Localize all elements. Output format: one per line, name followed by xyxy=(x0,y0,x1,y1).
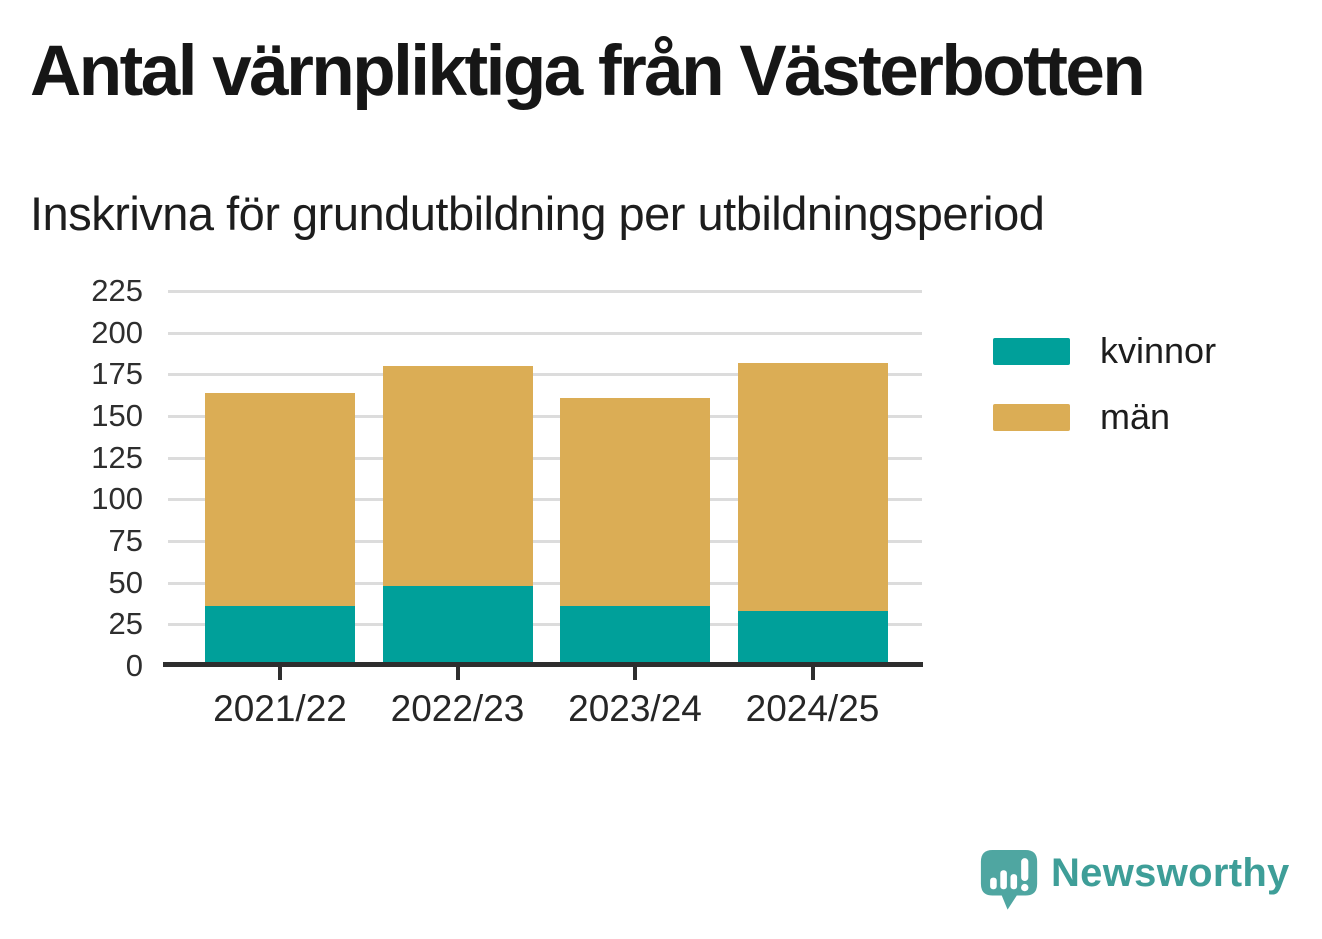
y-tick-label: 50 xyxy=(108,564,143,600)
gridline-150 xyxy=(168,415,922,418)
brand-name: Newsworthy xyxy=(1051,850,1290,895)
legend-label: kvinnor xyxy=(1100,330,1217,371)
y-tick-label: 150 xyxy=(91,398,143,433)
x-tick xyxy=(633,667,637,680)
bar-2024-25-kvinnor xyxy=(737,611,888,666)
y-tick-label: 100 xyxy=(91,481,143,517)
page-title: Antal värnpliktiga från Västerbotten xyxy=(30,32,1146,111)
plot-area xyxy=(168,290,922,666)
logo-exclamation-bar xyxy=(1021,858,1029,881)
y-tick-label: 125 xyxy=(91,439,143,475)
gridline-25 xyxy=(168,623,922,627)
gridline-125 xyxy=(168,456,922,460)
bar-2024-25-män xyxy=(737,362,888,611)
logo-bar-small xyxy=(990,877,997,890)
x-tick xyxy=(455,667,460,680)
y-tick-label: 25 xyxy=(108,606,143,642)
logo-bar-tall xyxy=(1000,870,1007,890)
y-tick-label: 200 xyxy=(91,314,143,350)
y-tick-label: 0 xyxy=(125,648,143,683)
brand-logo: Newsworthy xyxy=(978,846,1290,914)
legend-label: män xyxy=(1100,396,1171,437)
bar-2023-24-kvinnor xyxy=(560,606,710,666)
gridline-200 xyxy=(168,331,922,335)
bar-2023-24-män xyxy=(560,397,710,606)
x-tick-label: 2021/22 xyxy=(213,688,347,729)
legend-swatch-män xyxy=(993,403,1070,431)
x-axis-line xyxy=(163,662,923,667)
gridline-50 xyxy=(168,581,922,585)
x-tick xyxy=(278,667,282,680)
x-tick-label: 2022/23 xyxy=(390,688,525,729)
legend-item-män: män xyxy=(993,399,1216,435)
y-tick-label: 175 xyxy=(91,356,143,392)
bar-2022-23-män xyxy=(382,366,533,586)
legend-swatch-kvinnor xyxy=(993,337,1070,365)
legend: kvinnor män xyxy=(993,333,1216,435)
gridline-75 xyxy=(168,540,922,543)
x-tick-label: 2023/24 xyxy=(568,688,702,729)
logo-exclamation-dot xyxy=(1021,883,1029,892)
x-tick-label: 2024/25 xyxy=(745,688,880,729)
page-subtitle: Inskrivna för grundutbildning per utbild… xyxy=(30,187,1045,240)
legend-item-kvinnor: kvinnor xyxy=(993,333,1216,369)
y-tick-label: 75 xyxy=(108,523,143,558)
bar-2022-23-kvinnor xyxy=(382,586,533,666)
x-tick xyxy=(810,667,815,680)
bar-2021-22-män xyxy=(205,392,355,606)
gridline-100 xyxy=(168,498,922,502)
gridline-175 xyxy=(168,373,922,377)
newsworthy-logo-icon xyxy=(980,849,1038,910)
bar-2021-22-kvinnor xyxy=(205,606,355,666)
y-tick-label: 225 xyxy=(91,273,143,308)
gridline-225 xyxy=(168,290,922,293)
logo-bar-medium xyxy=(1010,874,1018,890)
